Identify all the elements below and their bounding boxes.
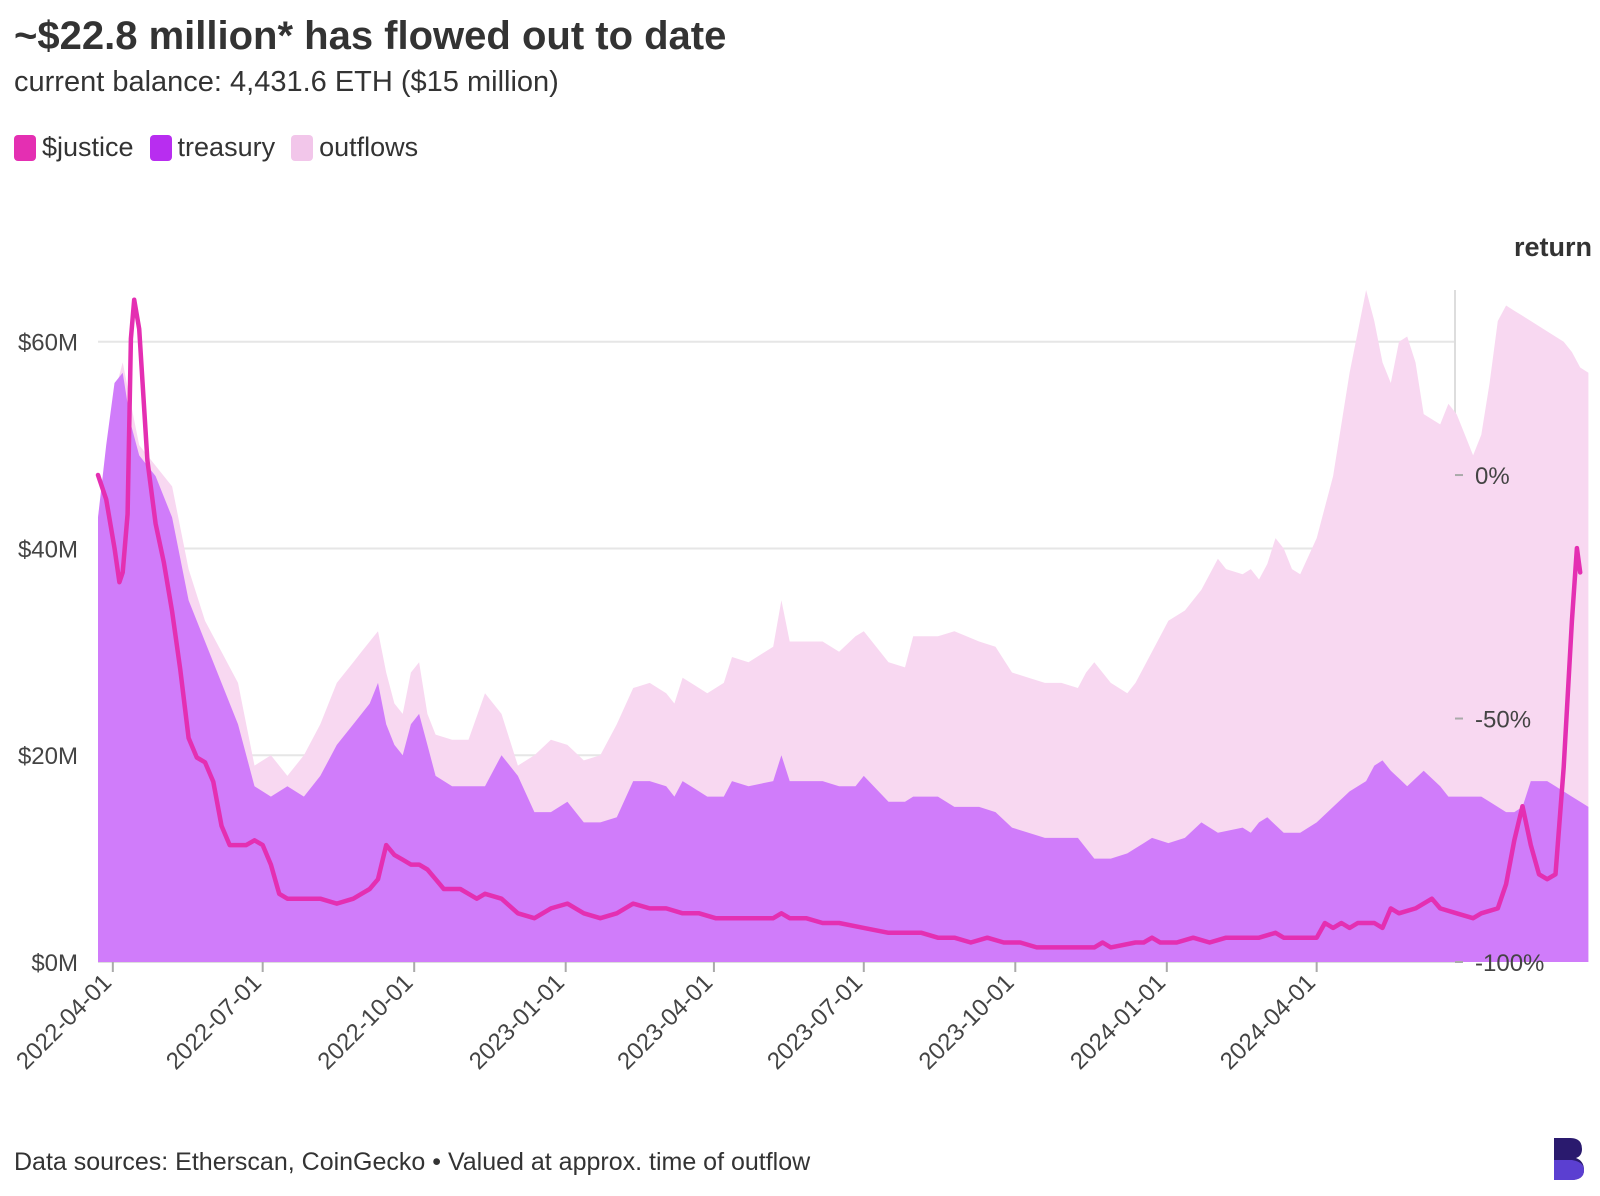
y-left-tick-label: $60M [18,330,78,357]
y-right-tick-label: -50% [1475,707,1531,734]
x-tick-label: 2022-10-01 [313,969,419,1075]
legend-item-outflows: outflows [291,132,418,163]
x-tick-label: 2024-01-01 [1065,969,1171,1075]
x-tick-label: 2023-04-01 [612,969,718,1075]
line-series [95,297,1583,950]
area-series [98,290,1589,962]
x-tick-label: 2024-04-01 [1215,969,1321,1075]
treasury-area [98,372,1589,962]
legend-label-justice: $justice [42,132,134,162]
legend: $justice treasury outflows [14,132,418,163]
justice-return-line [95,297,1583,950]
chart-title: ~$22.8 million* has flowed out to date [14,14,727,58]
brand-b-logo-icon [1554,1138,1584,1180]
x-tick-label: 2023-01-01 [464,969,570,1075]
x-tick-label: 2022-04-01 [11,969,117,1075]
legend-swatch-outflows [291,134,314,161]
x-tick-label: 2023-07-01 [762,969,868,1075]
chart-subtitle: current balance: 4,431.6 ETH ($15 millio… [14,66,559,98]
x-tick-label: 2023-10-01 [914,969,1020,1075]
y-left-tick-label: $0M [31,950,78,977]
y-right-tick-label: 0% [1475,463,1510,490]
x-tick-label: 2022-07-01 [161,969,267,1075]
y-right-tick-label: -100% [1475,950,1544,977]
legend-swatch-treasury [149,134,172,161]
legend-label-treasury: treasury [177,132,276,162]
legend-item-justice: $justice [14,132,134,163]
legend-label-outflows: outflows [319,132,419,162]
legend-item-treasury: treasury [149,132,276,163]
legend-swatch-justice [14,134,36,161]
y-left-tick-label: $40M [18,536,78,563]
y-left-tick-label: $20M [18,743,78,770]
data-source-footer: Data sources: Etherscan, CoinGecko • Val… [14,1148,811,1176]
right-axis-title: return [1514,232,1592,262]
